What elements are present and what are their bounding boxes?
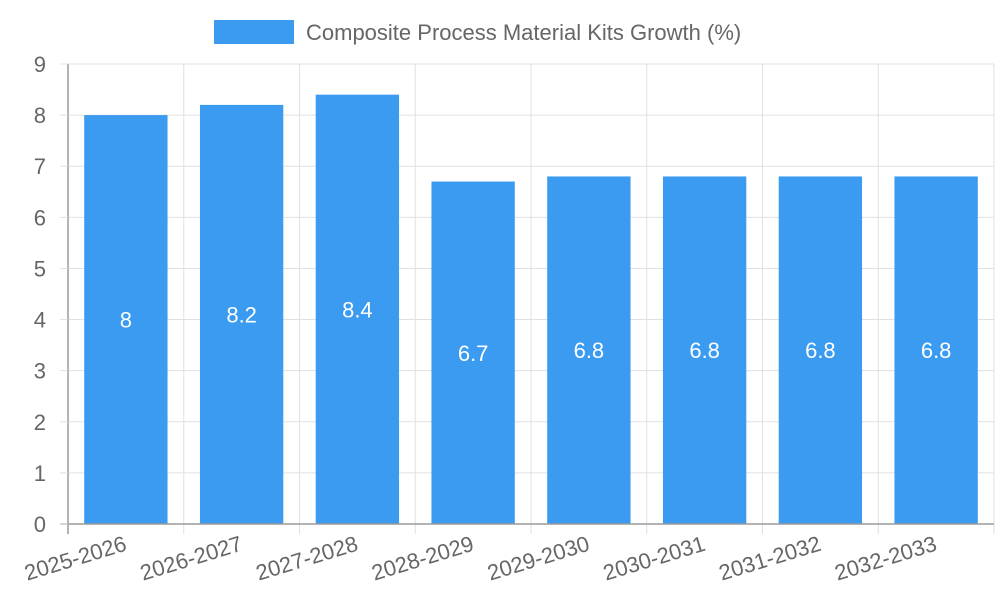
x-tick-label: 2032-2033 <box>832 531 940 586</box>
bar-2026-2027[interactable] <box>199 104 284 524</box>
x-tick-label: 2025-2026 <box>21 531 129 586</box>
bar-2032-2033[interactable] <box>894 176 978 524</box>
y-tick-label: 7 <box>34 154 46 179</box>
data-label: 6.7 <box>458 341 489 366</box>
bar-2030-2031[interactable] <box>662 176 747 524</box>
bar-2029-2030[interactable] <box>547 176 631 524</box>
y-tick-label: 9 <box>34 52 46 77</box>
x-tick-label: 2027-2028 <box>253 531 361 586</box>
y-tick-label: 3 <box>34 359 46 384</box>
data-label: 6.8 <box>921 338 952 363</box>
bar-2027-2028[interactable] <box>315 94 400 525</box>
y-tick-label: 5 <box>34 256 46 281</box>
legend[interactable]: Composite Process Material Kits Growth (… <box>214 20 741 45</box>
data-label: 8 <box>120 308 132 333</box>
x-tick-label: 2029-2030 <box>484 531 592 586</box>
data-label: 6.8 <box>689 338 720 363</box>
bar-2028-2029[interactable] <box>431 181 515 525</box>
x-tick-label: 2026-2027 <box>137 531 245 586</box>
y-tick-label: 6 <box>34 205 46 230</box>
bar-2025-2026[interactable] <box>84 115 168 524</box>
legend-swatch <box>214 20 294 44</box>
y-tick-label: 4 <box>34 308 46 333</box>
bar-2031-2032[interactable] <box>778 176 863 524</box>
y-tick-label: 1 <box>34 461 46 486</box>
data-label: 8.2 <box>226 302 257 327</box>
data-label: 8.4 <box>342 297 373 322</box>
x-tick-label: 2030-2031 <box>600 531 708 586</box>
legend-label: Composite Process Material Kits Growth (… <box>306 20 741 45</box>
x-axis-ticks: 2025-2026 2026-2027 2027-2028 2028-2029 2029… <box>21 531 939 586</box>
data-label: 6.8 <box>805 338 836 363</box>
y-tick-label: 2 <box>34 410 46 435</box>
bars <box>84 94 978 525</box>
y-tick-label: 8 <box>34 103 46 128</box>
axes <box>60 64 994 534</box>
data-labels: 8 8.2 8.4 6.7 6.8 6.8 6.8 6.8 <box>120 297 952 365</box>
x-tick-label: 2031-2032 <box>716 531 824 586</box>
x-tick-label: 2028-2029 <box>369 531 477 586</box>
y-axis-ticks: 0 1 2 3 4 5 6 7 8 9 <box>34 52 68 537</box>
data-label: 6.8 <box>574 338 605 363</box>
y-tick-label: 0 <box>34 512 46 537</box>
